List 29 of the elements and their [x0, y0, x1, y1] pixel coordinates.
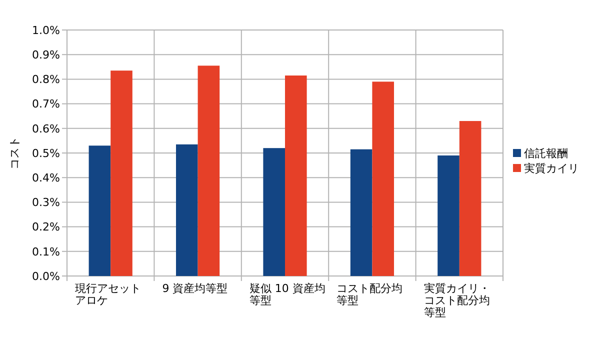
- y-tick-label: 0.5%: [32, 146, 60, 160]
- bar: [372, 82, 394, 276]
- bar: [88, 146, 111, 276]
- bar: [459, 121, 482, 276]
- bar: [350, 149, 372, 276]
- bar: [285, 76, 307, 276]
- y-tick-label: 0.9%: [32, 48, 60, 62]
- x-tick-label: 実質カイリ・コスト配分均等型: [424, 282, 490, 319]
- y-tick-label: 0.8%: [32, 73, 60, 86]
- y-tick-label: 1.0%: [32, 24, 60, 37]
- legend-label: 実質カイリ: [524, 162, 579, 175]
- bar: [438, 155, 460, 276]
- y-tick-label: 0.6%: [32, 122, 60, 136]
- x-tick-label: 疑似 10 資産均等型: [249, 282, 326, 307]
- bar: [198, 66, 220, 276]
- y-tick-label: 0.0%: [32, 270, 60, 283]
- legend-label: 信託報酬: [524, 146, 568, 160]
- y-tick-label: 0.3%: [32, 196, 60, 210]
- y-tick-label: 0.4%: [32, 171, 60, 184]
- y-tick-label: 0.1%: [32, 245, 60, 258]
- bar: [263, 148, 285, 276]
- y-axis-title: コスト: [8, 136, 21, 170]
- x-tick-label: 現行アセットアロケ: [75, 282, 141, 307]
- y-tick-label: 0.2%: [32, 220, 60, 234]
- x-tick-label: コスト配分均等型: [336, 282, 403, 307]
- bar: [110, 70, 132, 276]
- bar: [176, 144, 198, 276]
- x-tick-label: 9 資産均等型: [162, 282, 228, 295]
- y-tick-label: 0.7%: [32, 98, 60, 111]
